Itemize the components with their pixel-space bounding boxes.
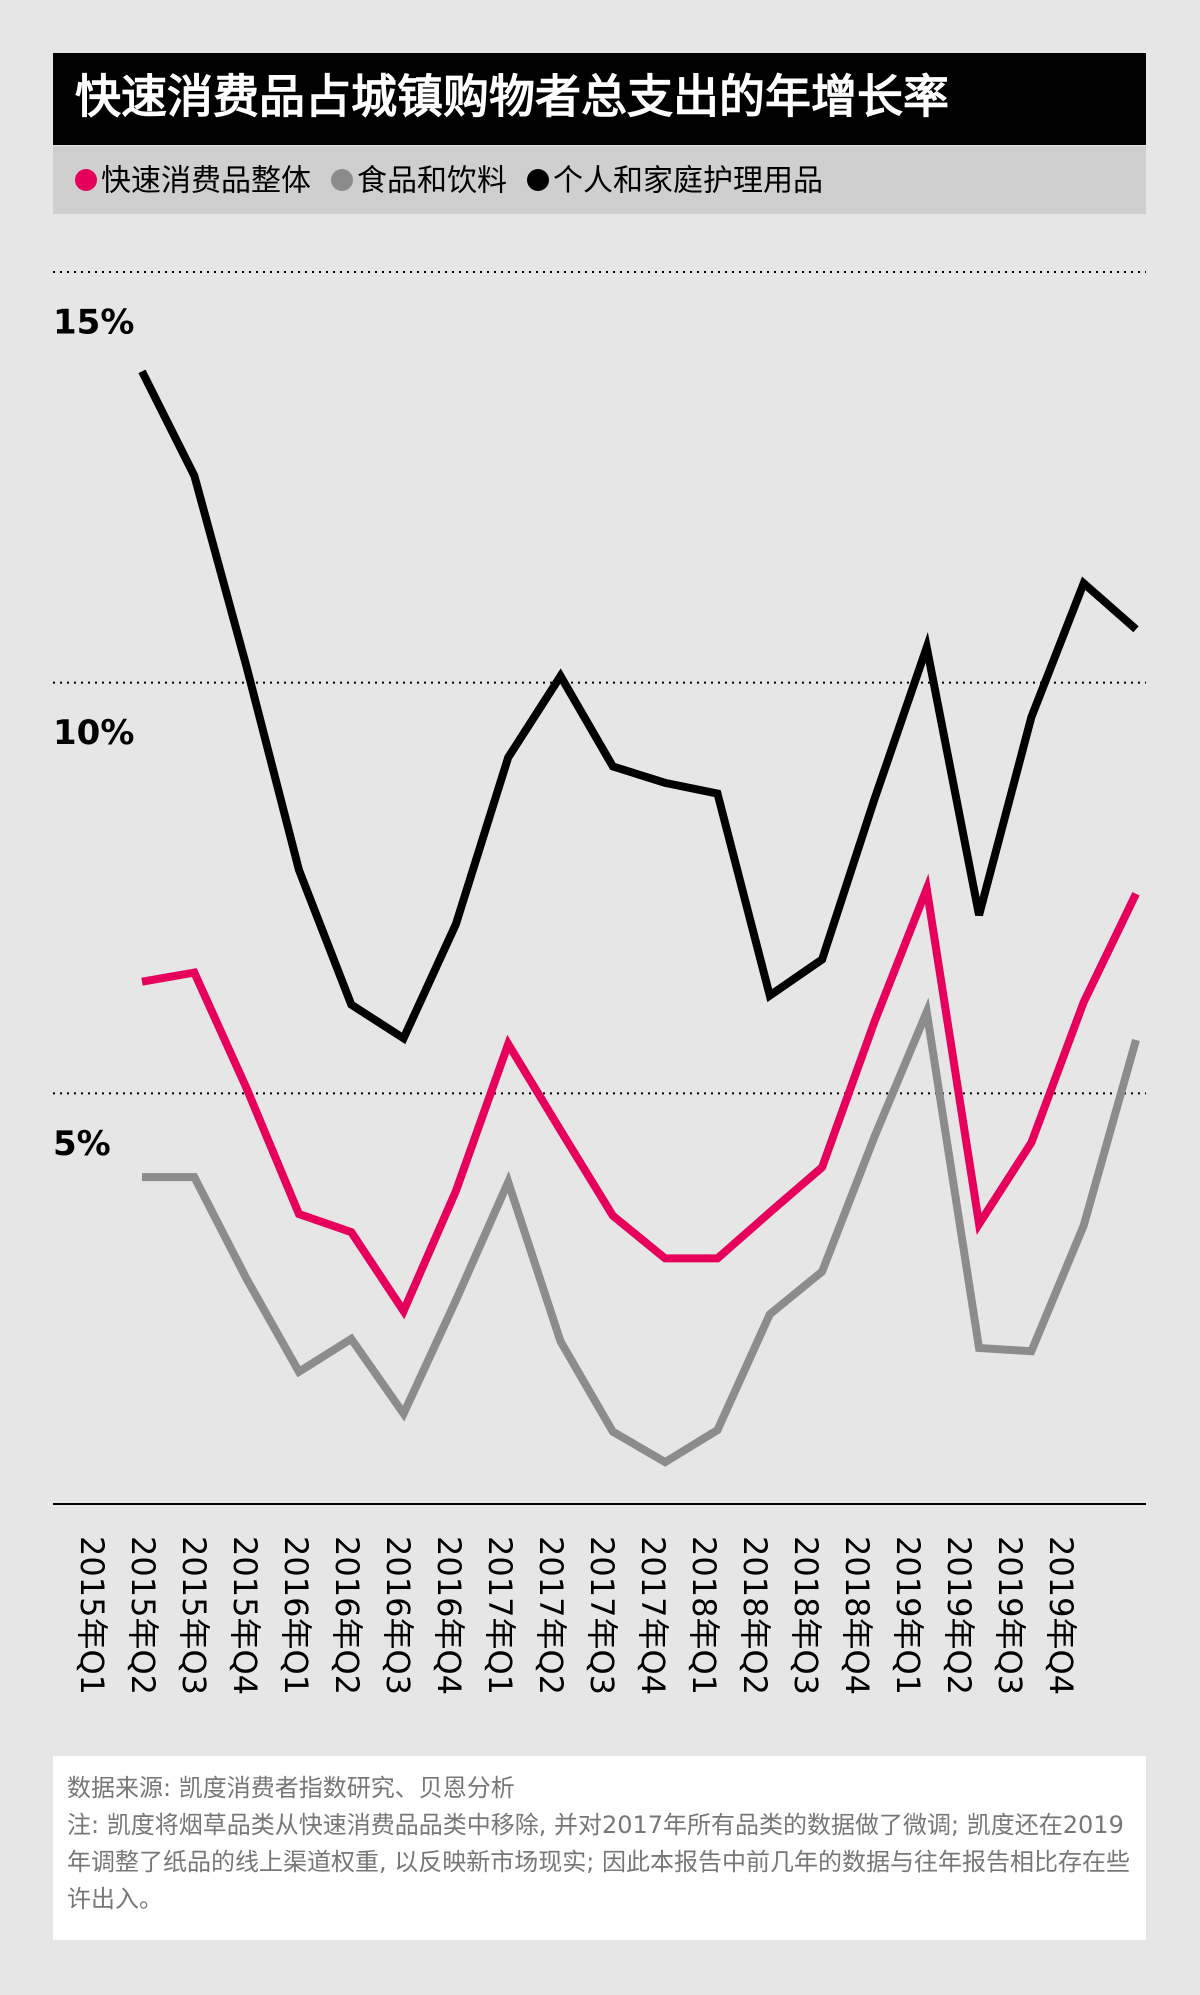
x-tick-label: 2018年Q4 [838, 1536, 876, 1695]
x-tick-label: 2017年Q4 [634, 1536, 672, 1695]
legend-marker [527, 169, 549, 191]
source: 数据来源: 凯度消费者指数研究、贝恩分析 [67, 1774, 515, 1802]
legend-bar [53, 146, 1146, 214]
y-tick-label: 15% [53, 303, 134, 343]
x-tick-label: 2015年Q4 [226, 1536, 264, 1695]
legend-marker [331, 169, 353, 191]
series-line [138, 369, 1139, 1045]
legend-label: 快速消费品整体 [101, 164, 311, 199]
series-line [142, 997, 1140, 1467]
y-tick-label: 10% [53, 713, 134, 753]
x-tick-label: 2015年Q3 [175, 1536, 213, 1695]
legend-marker [75, 169, 97, 191]
x-tick-label: 2016年Q1 [277, 1536, 315, 1695]
chart: 快速消费品占城镇购物者总支出的年增长率 5% 10% 15% 快速消费品整体 食品和饮料… [53, 53, 1146, 1695]
footnote: 数据来源: 凯度消费者指数研究、贝恩分析 注: 凯度将烟草品类从快速消费品品类中… [53, 1756, 1146, 1940]
x-tick-label: 2018年Q1 [685, 1536, 723, 1695]
x-tick-label: 2015年Q1 [73, 1536, 111, 1695]
x-tick-label: 2017年Q3 [583, 1536, 621, 1695]
x-tick-label: 2016年Q3 [379, 1536, 417, 1695]
x-tick-label: 2019年Q4 [1042, 1536, 1080, 1695]
note: 注: 凯度将烟草品类从快速消费品品类中移除, 并对2017年所有品类的数据做了微… [67, 1811, 1130, 1913]
x-tick-label: 2019年Q2 [940, 1536, 978, 1695]
x-tick-label: 2019年Q3 [991, 1536, 1029, 1695]
x-tick-label: 2018年Q2 [736, 1536, 774, 1695]
x-tick-label: 2017年Q1 [481, 1536, 519, 1695]
x-tick-label: 2016年Q2 [328, 1536, 366, 1695]
title-bar [53, 53, 1146, 145]
series-line [141, 873, 1140, 1320]
chart-title: 快速消费品占城镇购物者总支出的年增长率 [75, 70, 949, 124]
x-tick-label: 2015年Q2 [124, 1536, 162, 1695]
x-tick-label: 2016年Q4 [430, 1536, 468, 1695]
legend-label: 食品和饮料 [357, 164, 507, 199]
x-tick-label: 2017年Q2 [532, 1536, 570, 1695]
y-tick-label: 5% [53, 1124, 111, 1164]
legend-label: 个人和家庭护理用品 [553, 164, 823, 199]
x-tick-label: 2019年Q1 [889, 1536, 927, 1695]
x-tick-label: 2018年Q3 [787, 1536, 825, 1695]
